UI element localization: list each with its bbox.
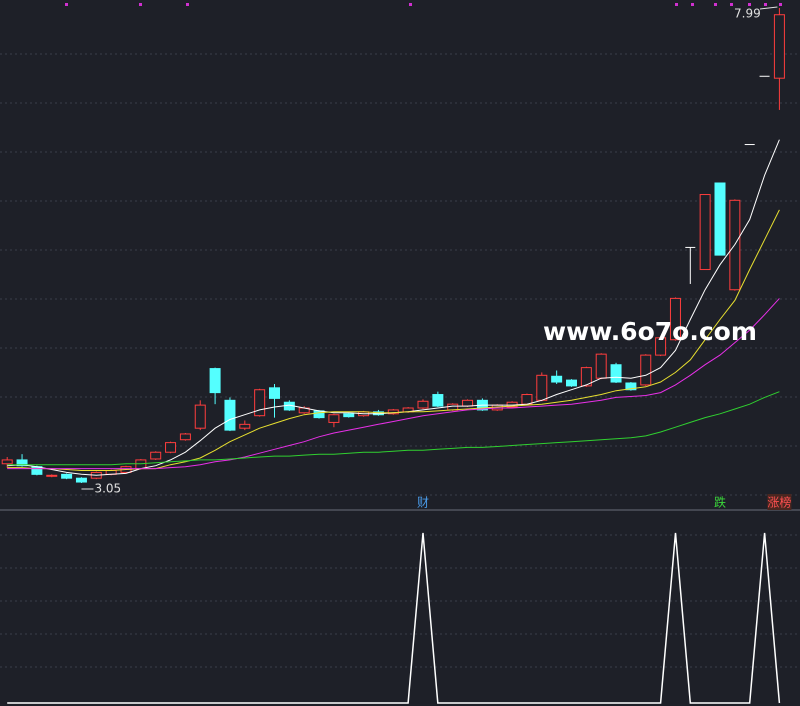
candle-body xyxy=(179,433,191,441)
candle-body xyxy=(773,14,785,79)
candle-body xyxy=(194,404,206,429)
high-arrow xyxy=(759,6,778,10)
candle-body xyxy=(417,400,429,409)
top-markers xyxy=(65,3,782,6)
candle-body xyxy=(566,379,577,387)
candle-body xyxy=(269,387,280,399)
signal-label: 财 xyxy=(417,496,429,510)
candle-body xyxy=(551,375,563,383)
signal-label: 涨榜 xyxy=(767,495,791,510)
candle-body xyxy=(254,389,266,417)
ma-line xyxy=(7,298,780,470)
candle-body xyxy=(521,394,533,405)
candle-body xyxy=(536,374,548,401)
candle-body xyxy=(610,364,622,383)
low-label: 3.05 xyxy=(94,482,121,496)
candle-body xyxy=(625,382,637,391)
candle-body xyxy=(16,459,28,467)
candle-body xyxy=(580,367,592,387)
candle-body xyxy=(46,474,58,477)
candle-body xyxy=(595,353,607,379)
watermark: www.6o7o.com xyxy=(543,317,757,346)
candle-body xyxy=(239,423,251,429)
candle-body xyxy=(75,477,87,483)
candle-body xyxy=(655,337,667,356)
candle-body xyxy=(165,442,177,453)
candle-body xyxy=(462,399,474,407)
candle-body xyxy=(387,409,399,415)
candle-body xyxy=(224,399,236,431)
candle-body xyxy=(432,394,444,407)
candle-body xyxy=(343,413,355,418)
candle-body xyxy=(61,473,73,479)
candle-body xyxy=(669,297,681,341)
candle-body xyxy=(328,414,340,423)
ma-line xyxy=(7,391,780,466)
candle-body xyxy=(1,459,13,465)
candle-body xyxy=(714,182,726,256)
signal-label: 跌 xyxy=(714,495,726,510)
signal-bg xyxy=(767,494,792,510)
high-label: 7.99 xyxy=(734,7,761,21)
candle-body xyxy=(640,354,652,386)
candle-body xyxy=(313,410,325,419)
candle-body xyxy=(209,368,221,394)
candle-body xyxy=(150,451,162,460)
candle-body xyxy=(699,194,711,271)
indicator-line xyxy=(7,532,781,704)
